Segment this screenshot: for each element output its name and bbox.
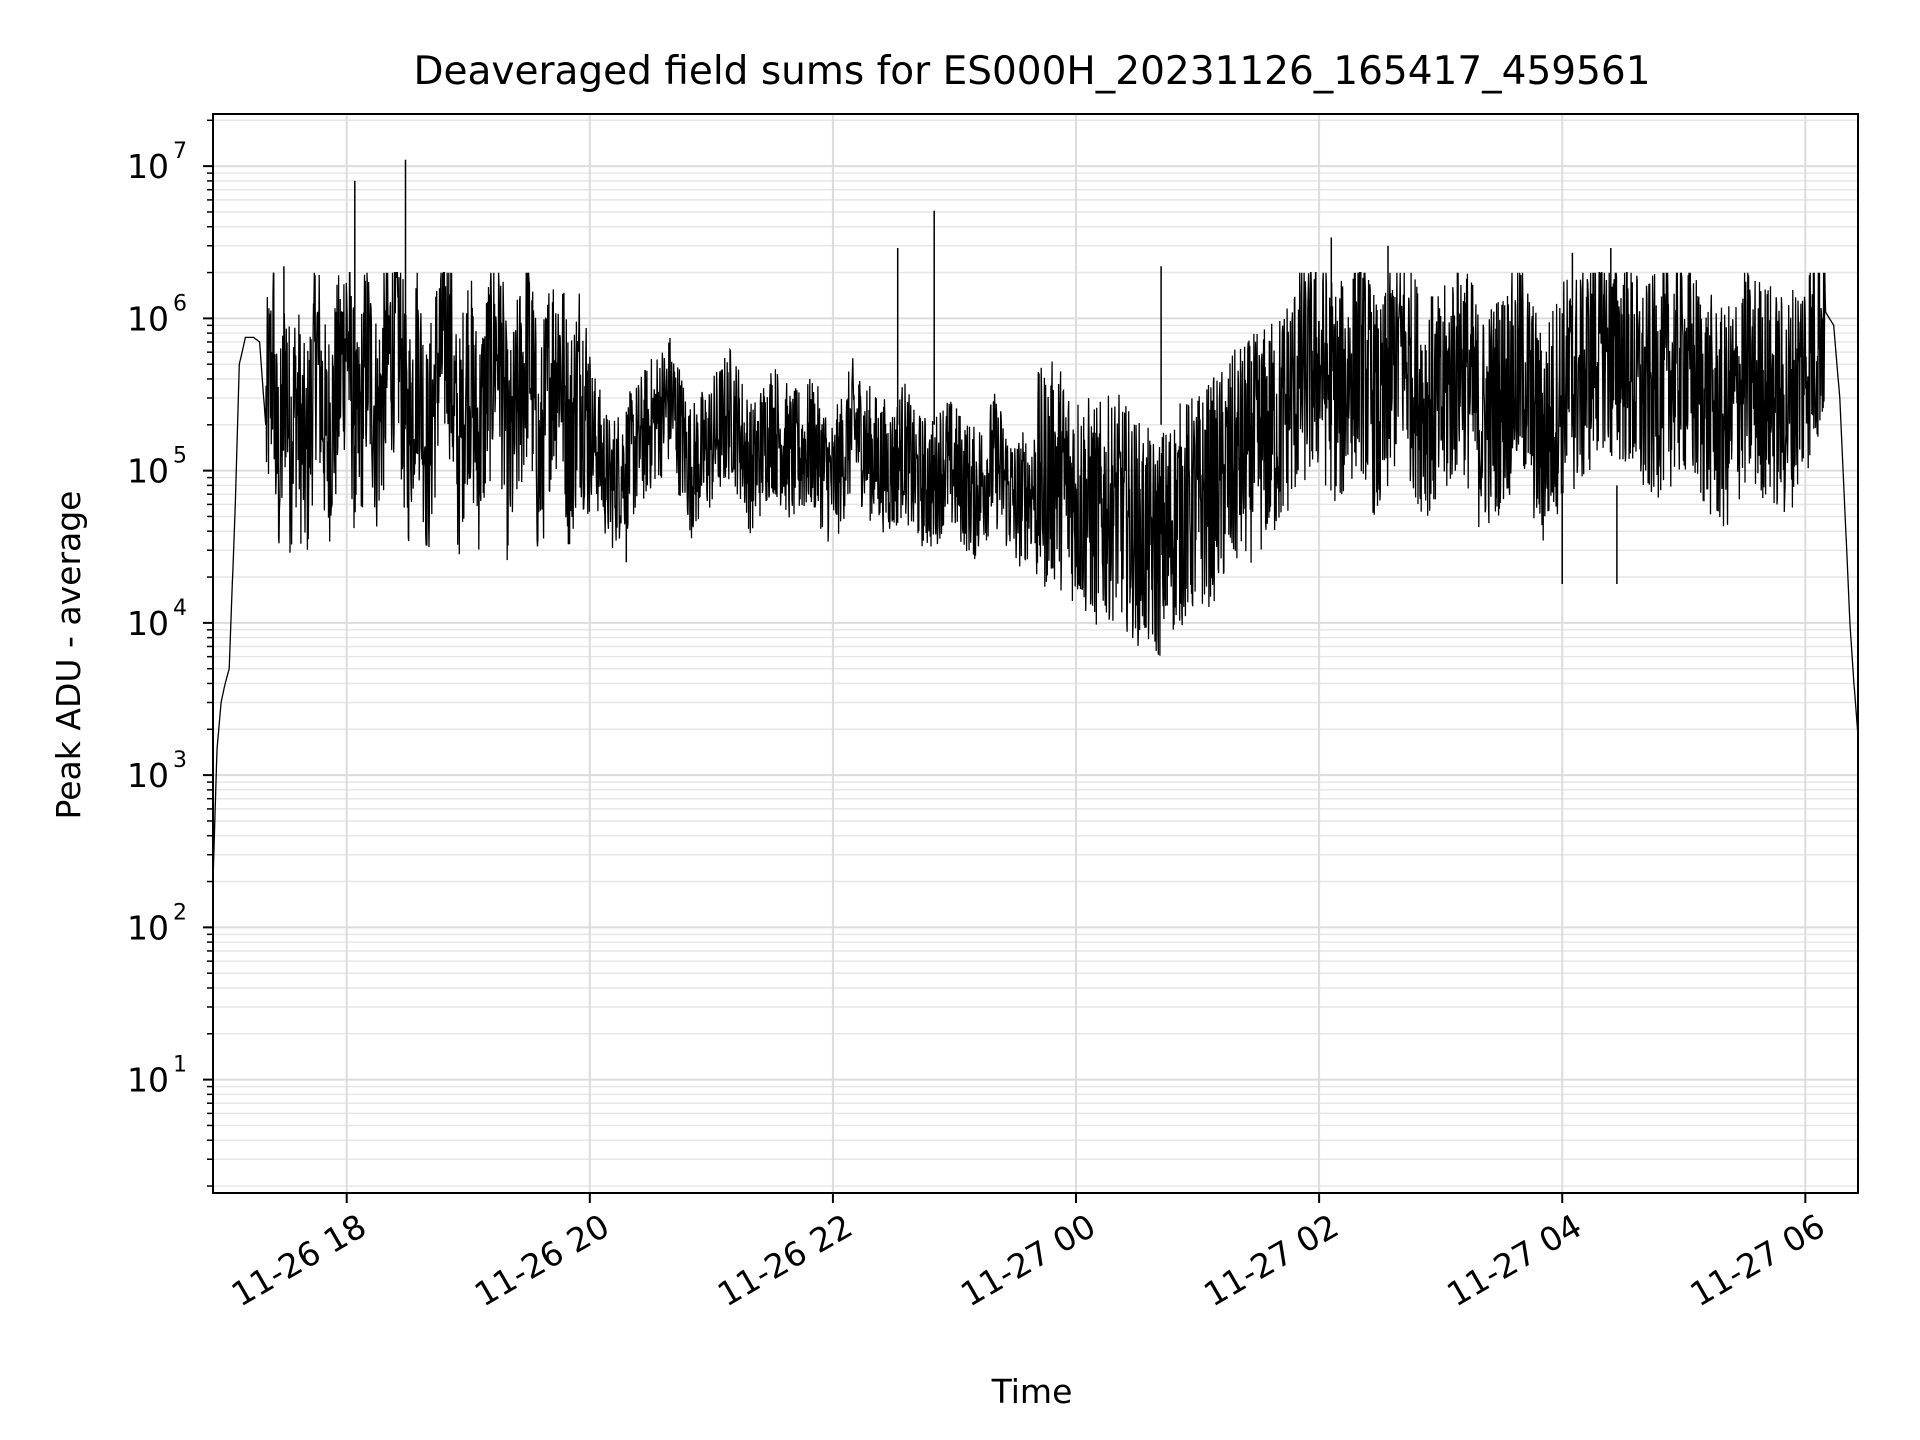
series-spikes — [283, 159, 1618, 606]
series-line — [212, 272, 1859, 882]
y-tick-label: 10 — [127, 452, 169, 491]
y-tick-label: 10 — [127, 604, 169, 643]
y-tick-label: 10 — [127, 908, 169, 947]
grid-minor — [213, 119, 1858, 1187]
y-tick-exponent: 3 — [173, 748, 187, 773]
y-tick-label: 10 — [127, 299, 169, 338]
y-tick-exponent: 4 — [173, 596, 187, 621]
plot-area — [212, 159, 1859, 882]
y-tick-label: 10 — [127, 1061, 169, 1100]
y-tick-exponent: 2 — [173, 900, 187, 925]
y-tick-exponent: 6 — [173, 291, 187, 316]
y-tick-exponent: 1 — [173, 1053, 187, 1078]
y-tick-exponent: 5 — [173, 444, 187, 469]
axes-frame — [212, 113, 1859, 1194]
chart-title: Deaveraged field sums for ES000H_2023112… — [413, 49, 1650, 94]
x-axis-label: Time — [991, 1372, 1073, 1411]
y-tick-label: 10 — [127, 756, 169, 795]
y-axis-label: Peak ADU - average — [49, 491, 88, 820]
y-tick-label: 10 — [127, 147, 169, 186]
y-tick-exponent: 7 — [173, 139, 187, 164]
